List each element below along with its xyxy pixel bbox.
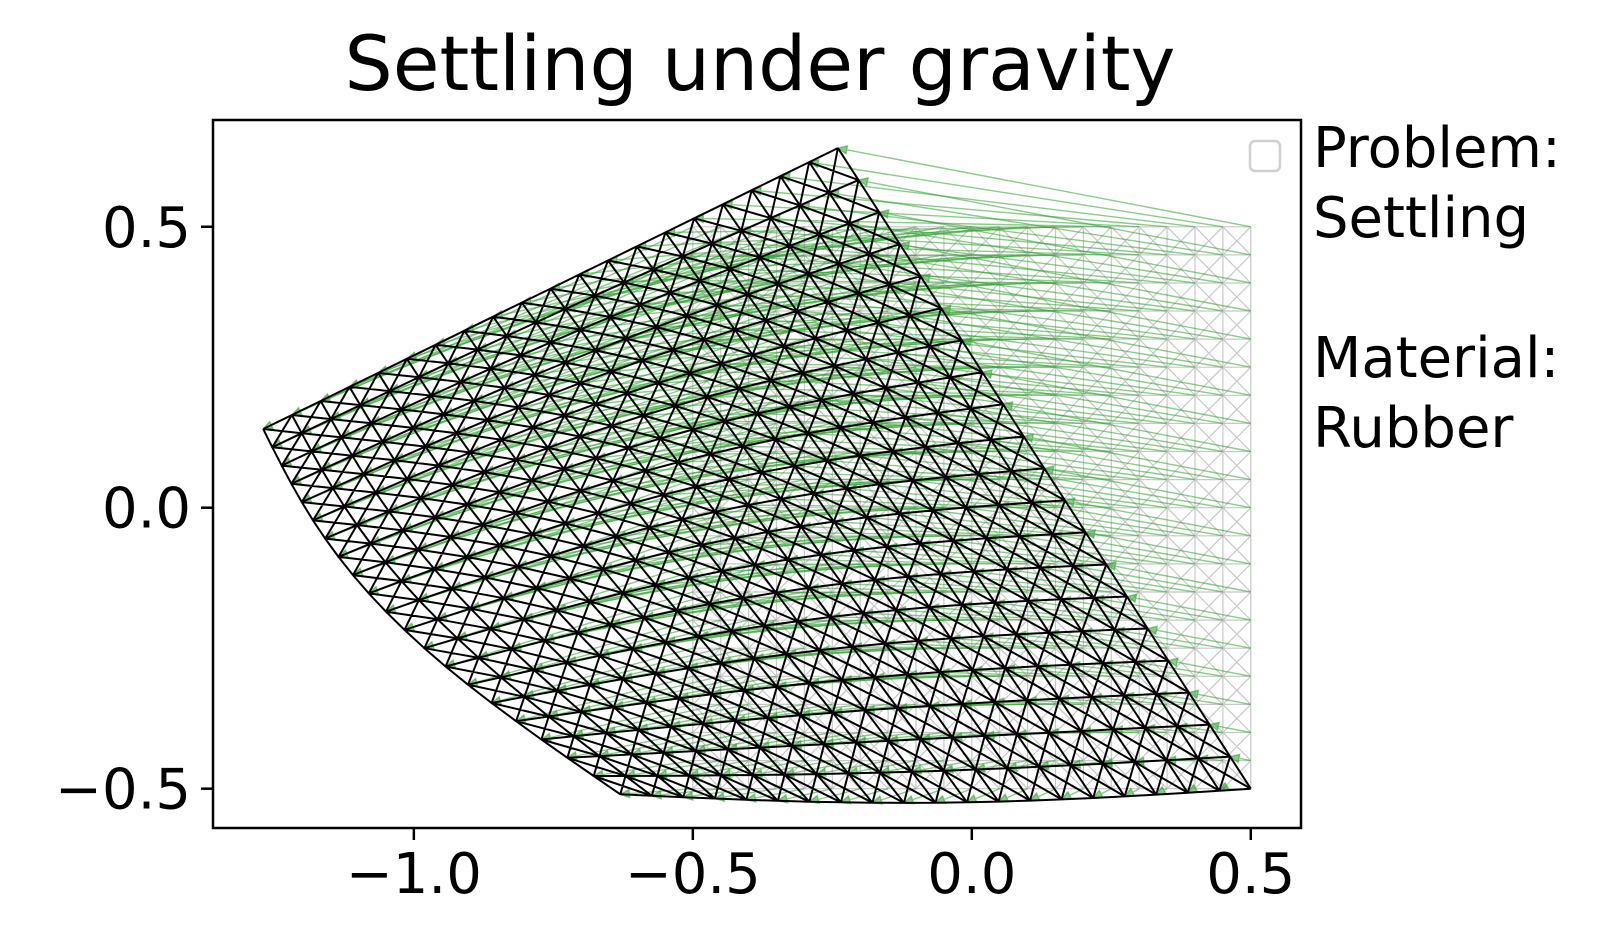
displacement-arrow — [1187, 689, 1251, 706]
displacement-arrow — [1207, 721, 1251, 734]
annotation-line: Material: — [1313, 326, 1559, 391]
annotation-line: Settling — [1313, 186, 1529, 251]
displacement-arrow — [1113, 626, 1224, 649]
y-tick-label: −0.5 — [55, 758, 191, 823]
displacement-arrow — [650, 788, 721, 800]
displacement-arrow — [1022, 433, 1251, 481]
legend-box — [1248, 139, 1282, 173]
displacement-arrow — [807, 158, 1224, 228]
displacement-arrow — [1228, 753, 1251, 764]
displacement-arrow — [1166, 657, 1251, 677]
x-tick-label: −0.5 — [625, 842, 761, 907]
y-tick-label: 0.5 — [102, 196, 191, 261]
x-tick-label: −1.0 — [346, 842, 482, 907]
x-tick-label: 0.0 — [927, 842, 1016, 907]
annotation-line: Problem: — [1313, 116, 1561, 181]
displacement-arrow — [1001, 401, 1251, 453]
y-axis: −0.5 0.0 0.5 — [55, 196, 213, 823]
axes-frame — [211, 118, 1303, 830]
annotation-line: Rubber — [1313, 396, 1514, 461]
annotation: Problem:Settling Material:Rubber — [1313, 116, 1561, 461]
deformed-mesh — [262, 147, 1252, 804]
chart-title: Settling under gravity — [344, 19, 1175, 108]
plot-area — [261, 144, 1252, 805]
x-tick-label: 0.5 — [1206, 842, 1295, 907]
displacement-arrow — [973, 759, 1028, 773]
displacement-arrow — [836, 144, 1251, 228]
y-tick-label: 0.0 — [102, 477, 191, 542]
displacement-arrow — [1125, 593, 1251, 621]
displacement-arrow — [681, 788, 749, 801]
x-axis: −1.0 −0.5 0.0 0.5 — [346, 828, 1295, 907]
displacement-arrow — [1104, 561, 1251, 593]
displacement-arrow — [1145, 625, 1251, 649]
deformed-mesh-edges — [262, 147, 1252, 804]
displacement-arrow — [878, 759, 945, 776]
